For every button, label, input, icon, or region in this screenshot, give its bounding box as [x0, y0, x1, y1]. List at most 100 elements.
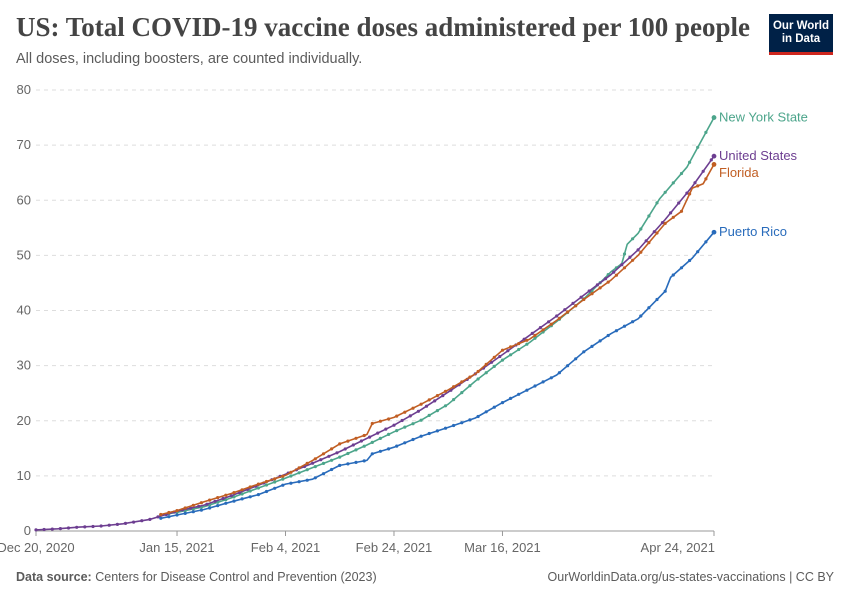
series-marker	[395, 429, 399, 433]
owid-logo[interactable]: Our World in Data	[769, 14, 833, 55]
series-marker	[378, 419, 382, 423]
series-marker	[647, 241, 651, 245]
series-marker	[354, 460, 358, 464]
series-marker	[343, 447, 347, 451]
series-marker	[598, 286, 602, 290]
series-marker	[614, 273, 619, 277]
series-marker	[555, 314, 559, 318]
axes: 0 10 20 30 40 50 60 70 80 Dec 20, 2020 Jan 15, 202…	[0, 82, 715, 555]
series-marker	[216, 496, 220, 500]
series-marker	[595, 283, 600, 287]
series-marker	[557, 316, 562, 320]
series-marker	[468, 375, 472, 379]
series-marker	[688, 258, 692, 263]
series-marker	[123, 521, 128, 526]
series-marker	[590, 292, 594, 296]
series-marker	[500, 348, 505, 352]
series-marker	[525, 338, 529, 342]
series-marker	[408, 414, 412, 418]
series-marker	[148, 517, 152, 522]
series-marker	[460, 421, 464, 425]
series-marker	[362, 433, 366, 438]
grid-lines	[36, 89, 714, 477]
series-marker	[395, 444, 399, 448]
series-marker	[159, 512, 163, 517]
y-tick-label: 70	[17, 137, 31, 152]
series-marker	[411, 422, 415, 426]
series-marker	[378, 436, 382, 440]
series-marker	[392, 423, 396, 427]
legend-label: Florida	[719, 165, 760, 180]
series-marker	[603, 277, 608, 281]
series-marker	[321, 452, 326, 456]
series-marker	[240, 488, 244, 492]
series-marker	[663, 190, 667, 194]
x-tick-label: Mar 16, 2021	[464, 540, 541, 555]
x-tick-label: Feb 24, 2021	[356, 540, 433, 555]
series-marker	[606, 280, 610, 284]
source-text: Centers for Disease Control and Preventi…	[95, 570, 377, 584]
series-marker	[376, 431, 380, 435]
series-marker	[183, 506, 187, 510]
series-marker	[311, 461, 315, 465]
footer-link[interactable]: OurWorldinData.org/us-states-vaccination…	[547, 570, 834, 584]
series-marker	[433, 399, 437, 403]
series-marker	[631, 258, 635, 262]
series-marker	[264, 479, 269, 484]
series-marker	[229, 494, 233, 498]
series-marker	[427, 413, 431, 417]
series-end-marker	[711, 229, 717, 235]
series-marker	[289, 474, 293, 478]
series-marker	[590, 344, 594, 348]
series-marker	[387, 447, 391, 451]
series-marker	[557, 371, 562, 375]
series-marker	[652, 230, 656, 234]
series-marker	[208, 498, 212, 502]
series-marker	[167, 510, 171, 515]
series-lines	[34, 115, 717, 532]
series-marker	[500, 358, 505, 362]
series-marker	[533, 336, 537, 340]
x-tick-label: Dec 20, 2020	[0, 540, 75, 555]
series-labels: New York State United States Florida Puerto…	[719, 110, 808, 240]
series-marker	[525, 388, 529, 392]
series-marker	[427, 398, 431, 402]
series-line	[160, 164, 715, 516]
series-marker	[506, 349, 510, 353]
series-marker	[197, 504, 201, 508]
series-marker	[587, 289, 591, 293]
x-tick-label: Apr 24, 2021	[641, 540, 715, 555]
series-puerto-rico	[159, 229, 717, 520]
series-marker	[419, 418, 423, 422]
series-marker	[330, 467, 334, 472]
series-marker	[213, 499, 217, 503]
series-marker	[370, 421, 374, 426]
series-marker	[403, 441, 407, 445]
series-marker	[614, 329, 619, 333]
series-marker	[696, 184, 700, 188]
series-marker	[107, 523, 111, 527]
series-marker	[490, 360, 494, 364]
series-marker	[240, 492, 244, 496]
series-marker	[631, 237, 635, 241]
series-marker	[387, 417, 391, 421]
series-marker	[232, 499, 236, 503]
y-tick-label: 20	[17, 413, 31, 428]
series-marker	[644, 239, 648, 243]
series-marker	[443, 426, 448, 430]
series-marker	[411, 406, 415, 410]
series-marker	[167, 515, 171, 519]
x-tick-label: Feb 4, 2021	[251, 540, 320, 555]
series-marker	[191, 510, 195, 514]
series-marker	[492, 355, 496, 359]
series-new-york-state	[159, 115, 717, 517]
series-marker	[132, 520, 136, 524]
series-marker	[696, 145, 700, 149]
series-marker	[704, 240, 708, 244]
line-chart: 0 10 20 30 40 50 60 70 80 Dec 20, 2020 Jan 15, 202…	[0, 82, 808, 555]
y-tick-label: 40	[17, 303, 31, 318]
series-marker	[321, 472, 326, 476]
series-marker	[631, 320, 635, 324]
series-marker	[639, 250, 643, 254]
logo-line-2: in Data	[781, 33, 821, 45]
